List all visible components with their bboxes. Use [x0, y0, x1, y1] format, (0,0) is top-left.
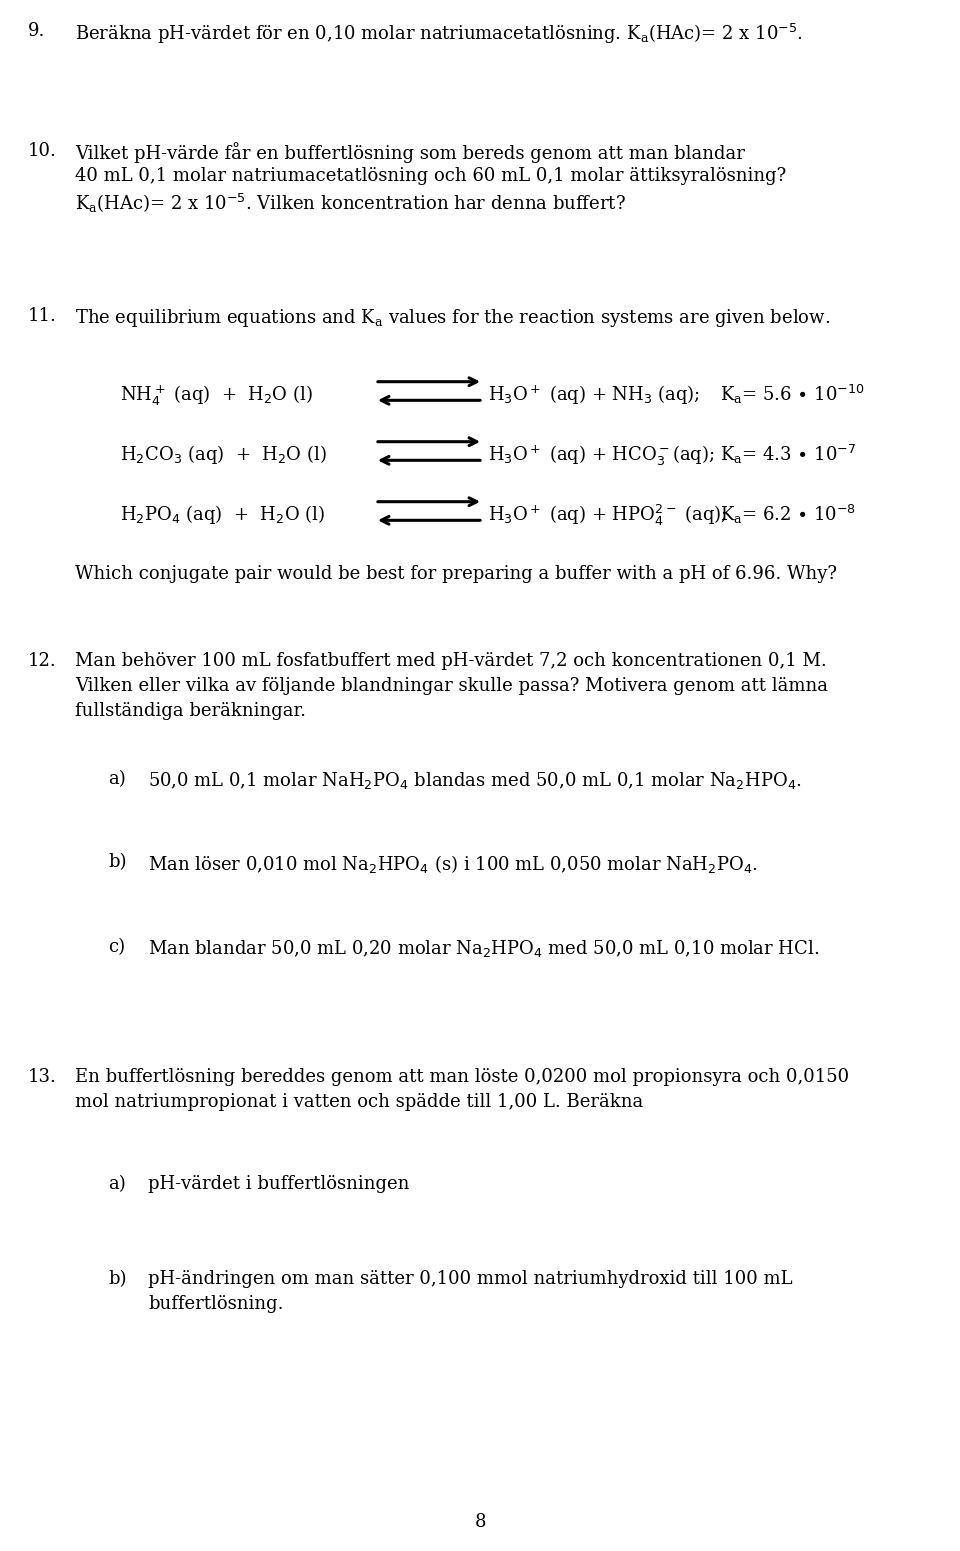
Text: 40 mL 0,1 molar natriumacetatlösning och 60 mL 0,1 molar ättiksyralösning?: 40 mL 0,1 molar natriumacetatlösning och… — [75, 168, 786, 185]
Text: Vilket pH-värde får en buffertlösning som bereds genom att man blandar: Vilket pH-värde får en buffertlösning so… — [75, 143, 745, 163]
Text: 50,0 mL 0,1 molar NaH$_2$PO$_4$ blandas med 50,0 mL 0,1 molar Na$_2$HPO$_4$.: 50,0 mL 0,1 molar NaH$_2$PO$_4$ blandas … — [148, 769, 802, 791]
Text: a): a) — [108, 769, 126, 788]
Text: 12.: 12. — [28, 651, 57, 670]
Text: buffertlösning.: buffertlösning. — [148, 1295, 283, 1314]
Text: H$_3$O$^+$ (aq) + HPO$_4^{2-}$ (aq);: H$_3$O$^+$ (aq) + HPO$_4^{2-}$ (aq); — [488, 503, 727, 527]
Text: fullständiga beräkningar.: fullständiga beräkningar. — [75, 703, 306, 720]
Text: K$_\mathregular{a}$= 4.3 $\bullet$ 10$^{-7}$: K$_\mathregular{a}$= 4.3 $\bullet$ 10$^{… — [720, 444, 856, 467]
Text: The equilibrium equations and K$_\mathregular{a}$ values for the reaction system: The equilibrium equations and K$_\mathre… — [75, 307, 830, 329]
Text: 11.: 11. — [28, 307, 57, 326]
Text: Beräkna pH-värdet för en 0,10 molar natriumacetatlösning. K$_\mathregular{a}$(HA: Beräkna pH-värdet för en 0,10 molar natr… — [75, 22, 803, 47]
Text: H$_3$O$^+$ (aq) + NH$_3$ (aq);: H$_3$O$^+$ (aq) + NH$_3$ (aq); — [488, 383, 700, 406]
Text: mol natriumpropionat i vatten och spädde till 1,00 L. Beräkna: mol natriumpropionat i vatten och spädde… — [75, 1093, 643, 1111]
Text: H$_3$O$^+$ (aq) + HCO$_3^-$(aq);: H$_3$O$^+$ (aq) + HCO$_3^-$(aq); — [488, 444, 715, 467]
Text: Man löser 0,010 mol Na$_2$HPO$_4$ (s) i 100 mL 0,050 molar NaH$_2$PO$_4$.: Man löser 0,010 mol Na$_2$HPO$_4$ (s) i … — [148, 853, 757, 875]
Text: Which conjugate pair would be best for preparing a buffer with a pH of 6.96. Why: Which conjugate pair would be best for p… — [75, 565, 837, 583]
Text: 13.: 13. — [28, 1069, 57, 1086]
Text: 9.: 9. — [28, 22, 45, 40]
Text: En buffertlösning bereddes genom att man löste 0,0200 mol propionsyra och 0,0150: En buffertlösning bereddes genom att man… — [75, 1069, 850, 1086]
Text: Vilken eller vilka av följande blandningar skulle passa? Motivera genom att lämn: Vilken eller vilka av följande blandning… — [75, 676, 828, 695]
Text: H$_2$CO$_3$ (aq)  +  H$_2$O (l): H$_2$CO$_3$ (aq) + H$_2$O (l) — [120, 444, 326, 465]
Text: a): a) — [108, 1176, 126, 1193]
Text: Man behöver 100 mL fosfatbuffert med pH-värdet 7,2 och koncentrationen 0,1 M.: Man behöver 100 mL fosfatbuffert med pH-… — [75, 651, 827, 670]
Text: Man blandar 50,0 mL 0,20 molar Na$_2$HPO$_4$ med 50,0 mL 0,10 molar HCl.: Man blandar 50,0 mL 0,20 molar Na$_2$HPO… — [148, 938, 819, 959]
Text: c): c) — [108, 938, 125, 955]
Text: pH-värdet i buffertlösningen: pH-värdet i buffertlösningen — [148, 1176, 409, 1193]
Text: b): b) — [108, 853, 127, 872]
Text: K$_\mathregular{a}$(HAc)= 2 x 10$^{-5}$. Vilken koncentration har denna buffert?: K$_\mathregular{a}$(HAc)= 2 x 10$^{-5}$.… — [75, 192, 626, 216]
Text: NH$_4^+$ (aq)  +  H$_2$O (l): NH$_4^+$ (aq) + H$_2$O (l) — [120, 383, 313, 406]
Text: K$_\mathregular{a}$= 6.2 $\bullet$ 10$^{-8}$: K$_\mathregular{a}$= 6.2 $\bullet$ 10$^{… — [720, 503, 856, 526]
Text: K$_\mathregular{a}$= 5.6 $\bullet$ 10$^{-10}$: K$_\mathregular{a}$= 5.6 $\bullet$ 10$^{… — [720, 383, 865, 406]
Text: pH-ändringen om man sätter 0,100 mmol natriumhydroxid till 100 mL: pH-ändringen om man sätter 0,100 mmol na… — [148, 1270, 793, 1287]
Text: b): b) — [108, 1270, 127, 1287]
Text: 8: 8 — [474, 1512, 486, 1531]
Text: H$_2$PO$_4$ (aq)  +  H$_2$O (l): H$_2$PO$_4$ (aq) + H$_2$O (l) — [120, 503, 325, 526]
Text: 10.: 10. — [28, 143, 57, 160]
